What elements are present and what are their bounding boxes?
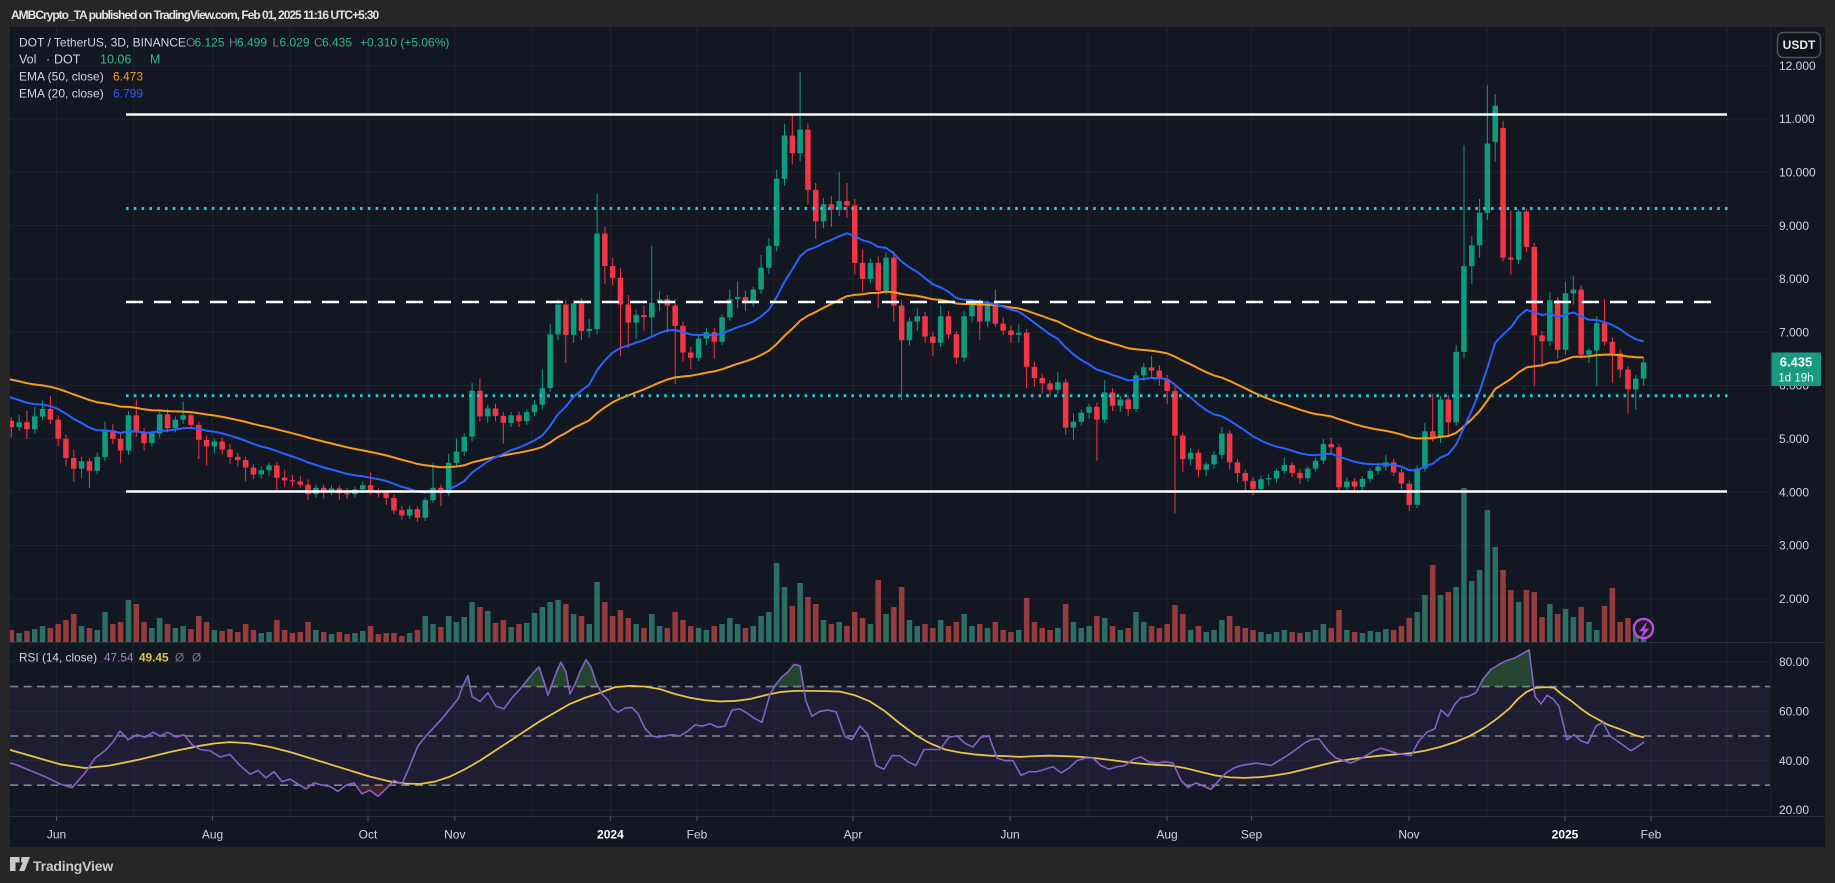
svg-text:USDT: USDT (1783, 38, 1816, 52)
svg-text:EMA (50, close)6.473: EMA (50, close) 6.473 (19, 70, 143, 84)
svg-text:12.000: 12.000 (1779, 59, 1816, 73)
svg-text:Feb: Feb (1641, 828, 1662, 842)
svg-text:2024: 2024 (597, 828, 624, 842)
svg-text:2.000: 2.000 (1779, 592, 1809, 606)
svg-text:Jun: Jun (1000, 828, 1019, 842)
svg-text:AMBCrypto_TA published on Trad: AMBCrypto_TA published on TradingView.co… (11, 8, 379, 22)
svg-text:Oct: Oct (359, 828, 378, 842)
svg-text:Feb: Feb (687, 828, 708, 842)
svg-text:Aug: Aug (1156, 828, 1177, 842)
svg-text:9.000: 9.000 (1779, 219, 1809, 233)
svg-text:40.00: 40.00 (1779, 754, 1809, 768)
svg-text:TradingView: TradingView (33, 858, 113, 874)
svg-text:20.00: 20.00 (1779, 803, 1809, 817)
svg-text:Sep: Sep (1241, 828, 1263, 842)
svg-text:Apr: Apr (844, 828, 863, 842)
svg-text:8.000: 8.000 (1779, 272, 1809, 286)
svg-text:Nov: Nov (444, 828, 465, 842)
svg-text:80.00: 80.00 (1779, 655, 1809, 669)
svg-text:60.00: 60.00 (1779, 705, 1809, 719)
svg-text:Aug: Aug (202, 828, 223, 842)
svg-text:5.000: 5.000 (1779, 432, 1809, 446)
svg-text:6.435: 6.435 (1780, 355, 1813, 370)
svg-text:3.000: 3.000 (1779, 539, 1809, 553)
svg-text:11.000: 11.000 (1779, 112, 1815, 126)
svg-text:1d 19h: 1d 19h (1778, 373, 1813, 385)
svg-text:EMA (20, close)6.799: EMA (20, close) 6.799 (19, 87, 143, 101)
svg-text:2025: 2025 (1552, 828, 1579, 842)
svg-text:7.000: 7.000 (1779, 325, 1809, 339)
svg-text:4.000: 4.000 (1779, 485, 1809, 499)
svg-text:DOT / TetherUS, 3D, BINANCEO6.: DOT / TetherUS, 3D, BINANCEO6.125 H6.499 L… (19, 36, 449, 50)
svg-text:10.000: 10.000 (1779, 166, 1816, 180)
svg-text:Nov: Nov (1398, 828, 1419, 842)
svg-text:Jun: Jun (47, 828, 66, 842)
